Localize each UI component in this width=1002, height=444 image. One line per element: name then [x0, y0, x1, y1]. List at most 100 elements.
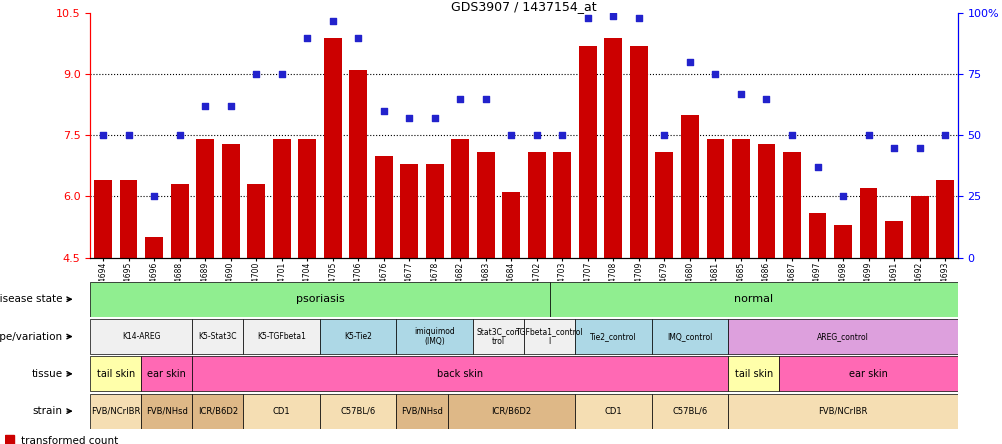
Bar	[400, 164, 418, 258]
Bar	[651, 319, 727, 354]
Bar	[935, 180, 953, 258]
Point	[860, 132, 876, 139]
Text: ICR/B6D2: ICR/B6D2	[491, 407, 531, 416]
Text: K14-AREG: K14-AREG	[122, 332, 160, 341]
Bar	[727, 319, 957, 354]
Text: disease state: disease state	[0, 294, 63, 304]
Point	[732, 91, 748, 98]
Text: K5-TGFbeta1: K5-TGFbeta1	[257, 332, 306, 341]
Text: tail skin: tail skin	[733, 369, 773, 379]
Point	[579, 15, 595, 22]
Bar	[629, 46, 647, 258]
Point	[426, 115, 442, 122]
Bar	[145, 237, 163, 258]
Bar	[298, 139, 316, 258]
Text: Tie2_control: Tie2_control	[589, 332, 636, 341]
Bar	[447, 394, 574, 428]
Text: strain: strain	[33, 406, 63, 416]
Bar	[783, 152, 801, 258]
Text: CD1: CD1	[273, 407, 291, 416]
Bar	[5, 435, 14, 444]
Bar	[727, 394, 957, 428]
Bar	[246, 184, 265, 258]
Bar	[553, 152, 571, 258]
Point	[655, 132, 671, 139]
Text: TGFbeta1_control
l: TGFbeta1_control l	[515, 327, 583, 346]
Bar	[320, 394, 396, 428]
Bar	[451, 139, 469, 258]
Text: FVB/NCrIBR: FVB/NCrIBR	[818, 407, 867, 416]
Bar	[396, 319, 473, 354]
Point	[936, 132, 952, 139]
Point	[452, 95, 468, 103]
Bar	[910, 197, 928, 258]
Bar	[192, 319, 243, 354]
Bar	[141, 357, 192, 391]
Point	[146, 193, 162, 200]
Point	[196, 103, 212, 110]
Point	[528, 132, 544, 139]
Bar	[273, 139, 291, 258]
Text: genotype/variation: genotype/variation	[0, 332, 63, 341]
Bar	[192, 394, 243, 428]
Bar	[324, 38, 342, 258]
Bar	[578, 46, 596, 258]
Text: FVB/NCrIBR: FVB/NCrIBR	[91, 407, 140, 416]
Point	[784, 132, 800, 139]
Text: ear skin: ear skin	[147, 369, 186, 379]
Bar	[90, 357, 141, 391]
Bar	[604, 38, 621, 258]
Point	[758, 95, 774, 103]
Point	[222, 103, 238, 110]
Bar	[705, 139, 723, 258]
Text: C57BL/6: C57BL/6	[671, 407, 706, 416]
Point	[274, 71, 290, 78]
Text: normal: normal	[733, 294, 773, 304]
Text: FVB/NHsd: FVB/NHsd	[145, 407, 187, 416]
Text: IMQ_control: IMQ_control	[666, 332, 711, 341]
Point	[171, 132, 187, 139]
Bar	[396, 394, 447, 428]
Text: C57BL/6: C57BL/6	[341, 407, 376, 416]
Bar	[426, 164, 443, 258]
Bar	[574, 319, 651, 354]
Bar	[349, 70, 367, 258]
Bar	[680, 115, 698, 258]
Bar	[834, 225, 851, 258]
Bar	[119, 180, 137, 258]
Point	[835, 193, 851, 200]
Point	[247, 71, 264, 78]
Bar	[527, 152, 545, 258]
Bar	[170, 184, 188, 258]
Text: transformed count: transformed count	[21, 436, 118, 444]
Point	[911, 144, 927, 151]
Point	[376, 107, 392, 115]
Bar	[655, 152, 672, 258]
Bar	[549, 282, 957, 317]
Bar	[884, 221, 902, 258]
Bar	[524, 319, 574, 354]
Text: CD1: CD1	[604, 407, 621, 416]
Bar	[375, 156, 392, 258]
Point	[885, 144, 901, 151]
Bar	[779, 357, 957, 391]
Text: imiquimod
(IMQ): imiquimod (IMQ)	[414, 327, 455, 346]
Bar	[574, 394, 651, 428]
Text: FVB/NHsd: FVB/NHsd	[401, 407, 443, 416]
Point	[503, 132, 519, 139]
Bar	[757, 143, 775, 258]
Title: GDS3907 / 1437154_at: GDS3907 / 1437154_at	[451, 0, 596, 13]
Bar	[221, 143, 239, 258]
Point	[477, 95, 493, 103]
Point	[630, 15, 646, 22]
Text: psoriasis: psoriasis	[296, 294, 344, 304]
Bar	[94, 180, 112, 258]
Text: ear skin: ear skin	[849, 369, 887, 379]
Text: back skin: back skin	[437, 369, 483, 379]
Bar	[473, 319, 523, 354]
Point	[706, 71, 722, 78]
Point	[681, 59, 697, 66]
Text: Stat3C_con
trol: Stat3C_con trol	[476, 327, 520, 346]
Bar	[651, 394, 727, 428]
Point	[325, 17, 341, 24]
